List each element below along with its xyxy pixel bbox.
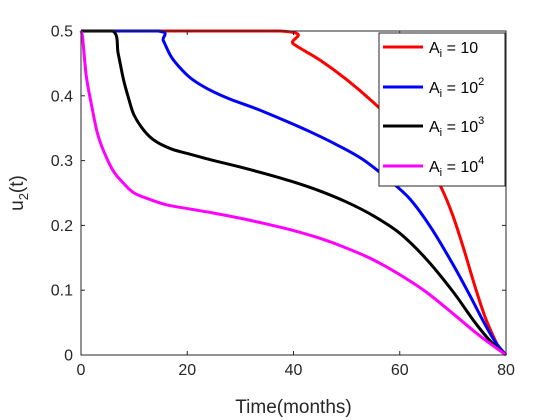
- y-axis-label-subscript: 2: [16, 193, 31, 200]
- legend-label-4: Ai = 104: [429, 155, 484, 179]
- y-axis-label-suffix: (t): [7, 175, 28, 193]
- y-tick-label: 0.3: [51, 153, 73, 170]
- x-tick-label: 60: [391, 362, 409, 379]
- y-axis-label-base: u: [7, 200, 28, 211]
- x-tick-label: 40: [285, 362, 303, 379]
- x-tick-label: 0: [77, 362, 86, 379]
- y-tick-label: 0.1: [51, 283, 73, 300]
- y-tick-label: 0.4: [51, 88, 73, 105]
- y-tick-label: 0.5: [51, 24, 73, 41]
- legend-box: [378, 32, 506, 187]
- series-line-4: [79, 30, 507, 357]
- x-axis-label: Time(months): [235, 397, 351, 418]
- y-axis-label: u2(t): [7, 175, 31, 211]
- legend-label-3: Ai = 103: [429, 115, 484, 139]
- x-tick-label: 20: [178, 362, 196, 379]
- legend-label-2: Ai = 102: [429, 76, 484, 100]
- legend: Ai = 10 Ai = 102 Ai = 103 Ai = 104: [378, 32, 506, 187]
- y-tick-label: 0.2: [51, 218, 73, 235]
- legend-items: Ai = 10 Ai = 102 Ai = 103 Ai = 104: [383, 40, 484, 179]
- legend-label-1: Ai = 10: [429, 40, 478, 60]
- x-tick-label: 80: [497, 362, 515, 379]
- series-line-3: [81, 29, 507, 357]
- y-tick-label: 0: [64, 348, 73, 365]
- series-line-2: [81, 29, 508, 356]
